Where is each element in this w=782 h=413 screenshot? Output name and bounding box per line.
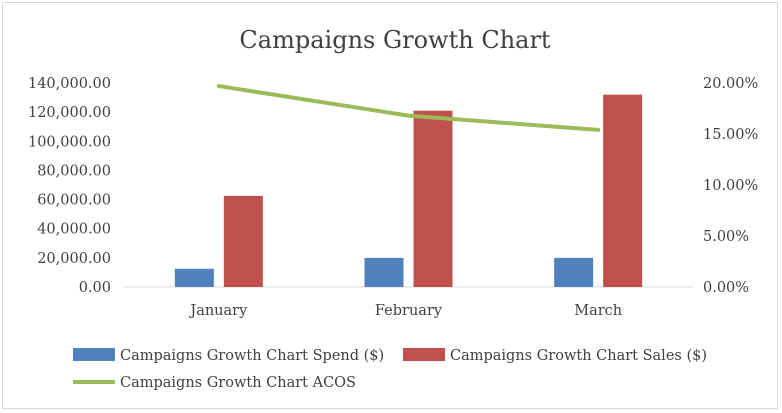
- chart-title: Campaigns Growth Chart: [239, 26, 551, 54]
- x-axis-tick-label: February: [375, 303, 443, 319]
- bar-spend: [174, 268, 214, 287]
- bar-spend: [364, 257, 404, 287]
- right-axis-tick-label: 10.00%: [703, 178, 758, 194]
- x-axis-tick-label: January: [188, 303, 248, 319]
- left-axis-tick-label: 40,000.00: [37, 222, 111, 238]
- right-axis-ticks: 0.00% 5.00% 10.00% 15.00% 20.00%: [703, 76, 758, 296]
- left-axis-ticks: 0.00 20,000.00 40,000.00 60,000.00 80,000.00…: [28, 76, 111, 296]
- x-axis-tick-label: March: [574, 303, 622, 319]
- line-acos: [216, 84, 601, 132]
- legend-label: Campaigns Growth Chart ACOS: [120, 375, 356, 391]
- right-axis-tick-label: 20.00%: [703, 76, 758, 92]
- legend-swatch: [403, 348, 445, 361]
- chart-canvas: Campaigns Growth Chart 0.00 20,000.00 40,0…: [28, 26, 758, 391]
- left-axis-tick-label: 60,000.00: [37, 193, 111, 209]
- left-axis-tick-label: 80,000.00: [37, 163, 111, 179]
- right-axis-tick-label: 5.00%: [703, 229, 749, 245]
- chart-frame: Campaigns Growth Chart 0.00 20,000.00 40,0…: [2, 2, 778, 409]
- x-axis-ticks: January February March: [188, 303, 622, 319]
- legend-label: Campaigns Growth Chart Spend ($): [120, 348, 384, 364]
- left-axis-tick-label: 100,000.00: [28, 134, 111, 150]
- legend-label: Campaigns Growth Chart Sales ($): [450, 348, 707, 364]
- left-axis-tick-label: 20,000.00: [37, 251, 111, 267]
- bar-sales: [223, 195, 263, 287]
- legend: Campaigns Growth Chart Spend ($) Campaign…: [73, 348, 707, 391]
- bar-sales: [603, 94, 643, 288]
- line-series-group: [216, 84, 601, 132]
- bar-series-group: [174, 94, 643, 288]
- bar-spend: [554, 257, 594, 287]
- legend-swatch: [73, 348, 115, 361]
- right-axis-tick-label: 15.00%: [703, 127, 758, 143]
- right-axis-tick-label: 0.00%: [703, 280, 749, 296]
- left-axis-tick-label: 120,000.00: [28, 105, 111, 121]
- left-axis-tick-label: 140,000.00: [28, 76, 111, 92]
- bar-sales: [413, 110, 453, 287]
- left-axis-tick-label: 0.00: [79, 280, 111, 296]
